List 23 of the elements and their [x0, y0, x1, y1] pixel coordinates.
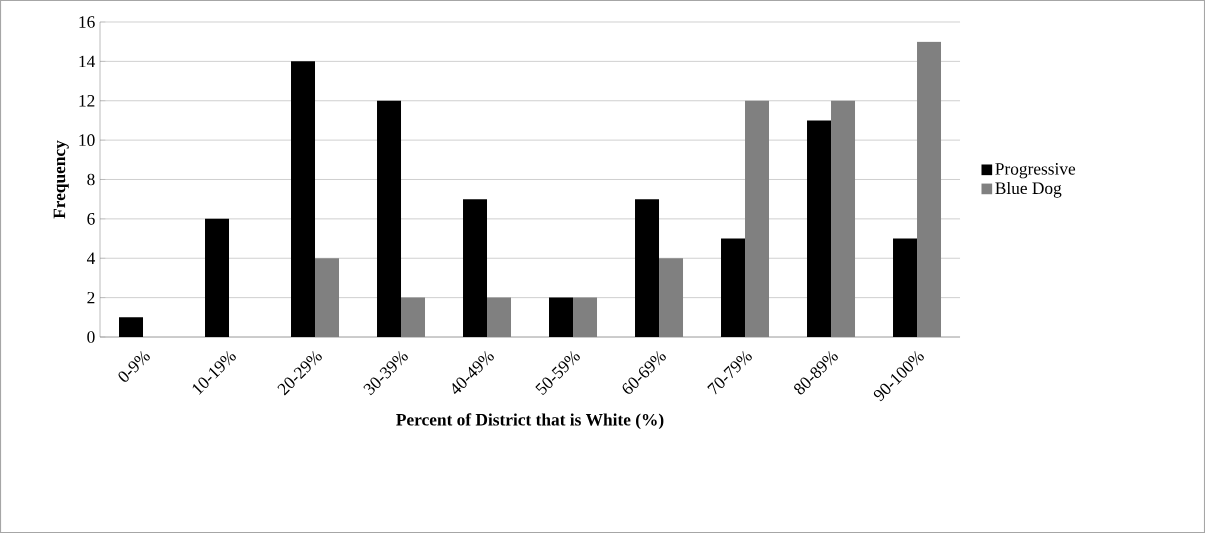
y-tick-label: 6	[87, 213, 95, 225]
y-tick-label: 10	[79, 134, 95, 146]
bar	[205, 218, 230, 337]
bar	[463, 199, 488, 337]
bar	[377, 100, 402, 337]
bar	[549, 297, 574, 337]
y-tick-label: 14	[79, 55, 96, 68]
bar	[893, 238, 918, 337]
bar	[291, 61, 316, 337]
bar	[721, 238, 746, 337]
y-tick-label: 16	[79, 16, 95, 28]
y-tick-label: 2	[87, 291, 95, 304]
legend-label: Blue Dog	[995, 181, 1062, 198]
y-tick-label: 4	[86, 252, 96, 264]
y-tick-label: 12	[79, 95, 95, 107]
x-axis-title: Percent of District that is White (%)	[396, 413, 664, 430]
y-tick-label: 8	[87, 173, 95, 186]
legend-label: Progressive	[995, 163, 1076, 179]
bar	[807, 120, 832, 337]
y-tick-label: 0	[87, 331, 95, 343]
bar	[635, 199, 660, 337]
y-axis-title: Frequency	[53, 140, 69, 219]
bar	[119, 317, 144, 337]
